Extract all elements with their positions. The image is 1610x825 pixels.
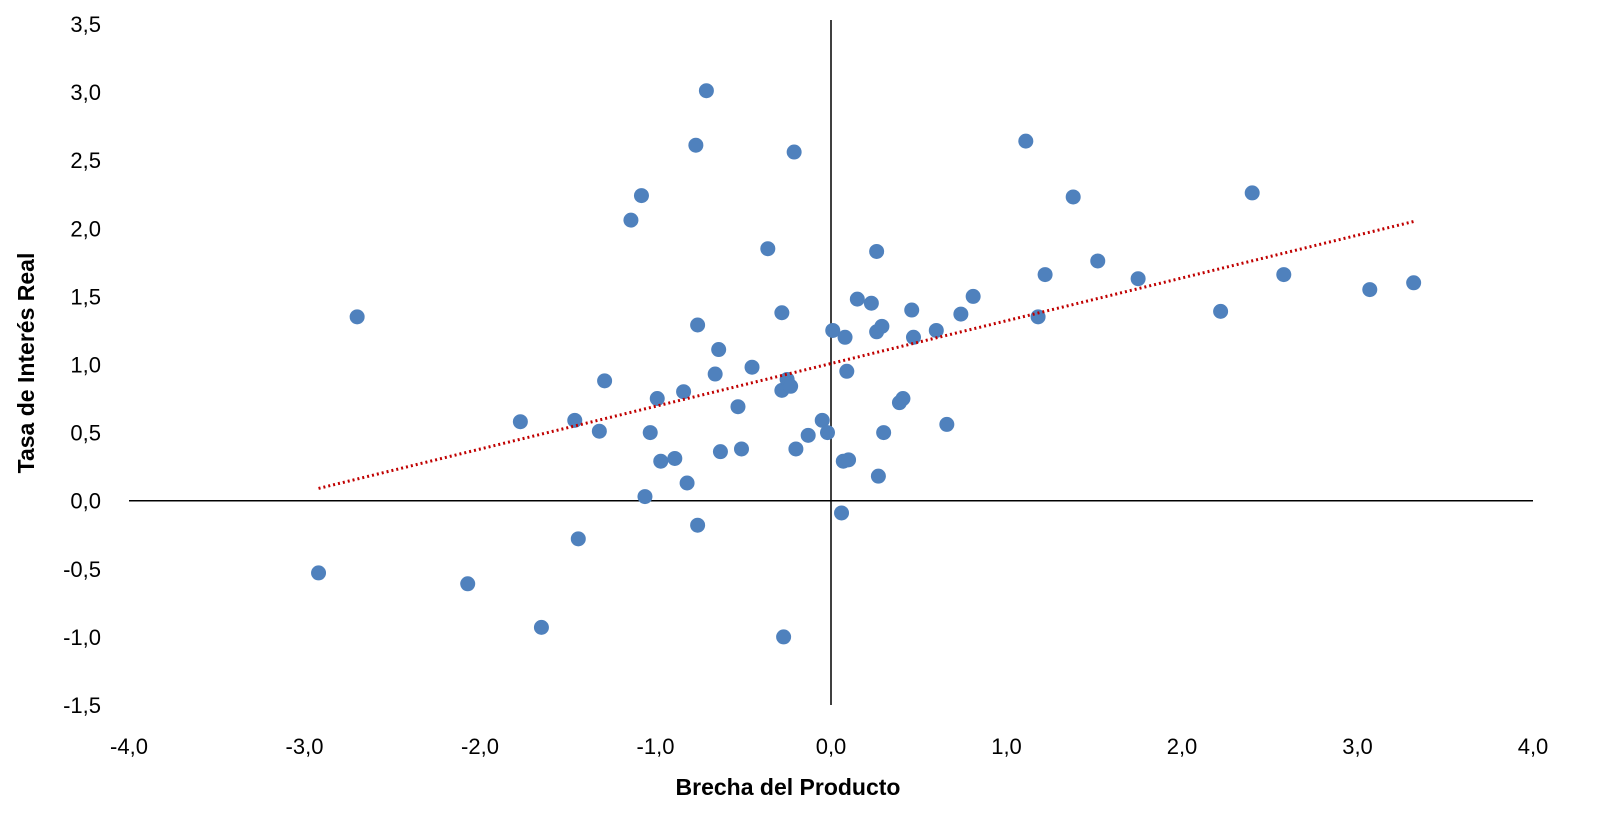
data-point xyxy=(839,363,855,379)
data-point xyxy=(760,241,776,257)
data-point xyxy=(814,412,830,428)
data-point xyxy=(1037,267,1053,283)
data-point xyxy=(870,468,886,484)
data-point xyxy=(834,505,850,521)
data-point xyxy=(597,373,613,389)
y-axis-title: Tasa de Interés Real xyxy=(13,253,39,474)
data-point xyxy=(953,306,969,322)
data-point xyxy=(1130,271,1146,287)
data-points xyxy=(311,83,1422,645)
data-point xyxy=(1276,267,1292,283)
data-point xyxy=(939,416,955,432)
x-tick-label: 1,0 xyxy=(991,734,1022,759)
data-point xyxy=(876,425,892,441)
data-point xyxy=(837,329,853,345)
data-point xyxy=(698,83,714,99)
data-point xyxy=(633,188,649,204)
data-point xyxy=(841,452,857,468)
x-tick-label: 2,0 xyxy=(1167,734,1198,759)
data-point xyxy=(637,489,653,505)
data-point xyxy=(690,517,706,533)
trendline xyxy=(318,220,1415,490)
x-tick-label: -2,0 xyxy=(461,734,499,759)
data-point xyxy=(690,317,706,333)
x-tick-label: 0,0 xyxy=(816,734,847,759)
data-point xyxy=(653,453,669,469)
y-tick-label: 0,0 xyxy=(70,489,101,514)
data-point xyxy=(863,295,879,311)
x-tick-label: -1,0 xyxy=(637,734,675,759)
y-tick-label: 3,5 xyxy=(70,12,101,37)
data-point xyxy=(649,391,665,407)
data-point xyxy=(786,144,802,160)
data-point xyxy=(733,441,749,457)
data-point xyxy=(642,425,658,441)
data-point xyxy=(928,322,944,338)
y-tick-label: -1,0 xyxy=(63,625,101,650)
data-point xyxy=(1090,253,1106,269)
data-point xyxy=(712,444,728,460)
x-tick-label: -3,0 xyxy=(286,734,324,759)
data-point xyxy=(744,359,760,375)
y-tick-label: 2,0 xyxy=(70,216,101,241)
data-point xyxy=(567,412,583,428)
data-point xyxy=(825,322,841,338)
data-point xyxy=(688,137,704,153)
x-axis-title: Brecha del Producto xyxy=(676,774,901,800)
data-point xyxy=(1018,133,1034,149)
data-point xyxy=(1406,275,1422,291)
y-tick-label: 1,5 xyxy=(70,284,101,309)
x-tick-label: 4,0 xyxy=(1518,734,1549,759)
data-point xyxy=(1362,282,1378,298)
data-point xyxy=(905,329,921,345)
data-point xyxy=(849,291,865,307)
data-point xyxy=(667,450,683,466)
data-point xyxy=(869,243,885,259)
data-point xyxy=(623,212,639,228)
data-point xyxy=(774,305,790,321)
data-point xyxy=(1244,185,1260,201)
tick-labels: -1,5 -1,0 -0,5 0,0 0,5 1,0 1,5 2,0 2,5 3,0 3,5 -4,0… xyxy=(63,12,1548,759)
data-point xyxy=(533,619,549,635)
data-point xyxy=(965,288,981,304)
y-tick-label: 3,0 xyxy=(70,80,101,105)
data-point xyxy=(460,576,476,592)
data-point xyxy=(570,531,586,547)
data-point xyxy=(904,302,920,318)
data-point xyxy=(311,565,327,581)
y-tick-label: 1,0 xyxy=(70,353,101,378)
axes xyxy=(129,20,1533,705)
data-point xyxy=(783,378,799,394)
data-point xyxy=(711,342,727,358)
axis-titles: Brecha del Producto Tasa de Interés Real xyxy=(13,253,900,800)
data-point xyxy=(895,391,911,407)
data-point xyxy=(679,475,695,491)
data-point xyxy=(591,423,607,439)
trendline-group xyxy=(318,220,1415,490)
data-point xyxy=(730,399,746,415)
data-point xyxy=(512,414,528,430)
x-tick-label: -4,0 xyxy=(110,734,148,759)
y-tick-label: -1,5 xyxy=(63,693,101,718)
data-point xyxy=(707,366,723,382)
data-point xyxy=(1213,303,1229,319)
data-point xyxy=(788,441,804,457)
data-point xyxy=(800,427,816,443)
data-point xyxy=(776,629,792,645)
y-tick-label: 0,5 xyxy=(70,421,101,446)
data-point xyxy=(874,318,890,334)
y-tick-label: 2,5 xyxy=(70,148,101,173)
x-tick-label: 3,0 xyxy=(1342,734,1373,759)
y-tick-label: -0,5 xyxy=(63,557,101,582)
data-point xyxy=(1065,189,1081,205)
data-point xyxy=(349,309,365,325)
data-point xyxy=(676,384,692,400)
data-point xyxy=(819,425,835,441)
